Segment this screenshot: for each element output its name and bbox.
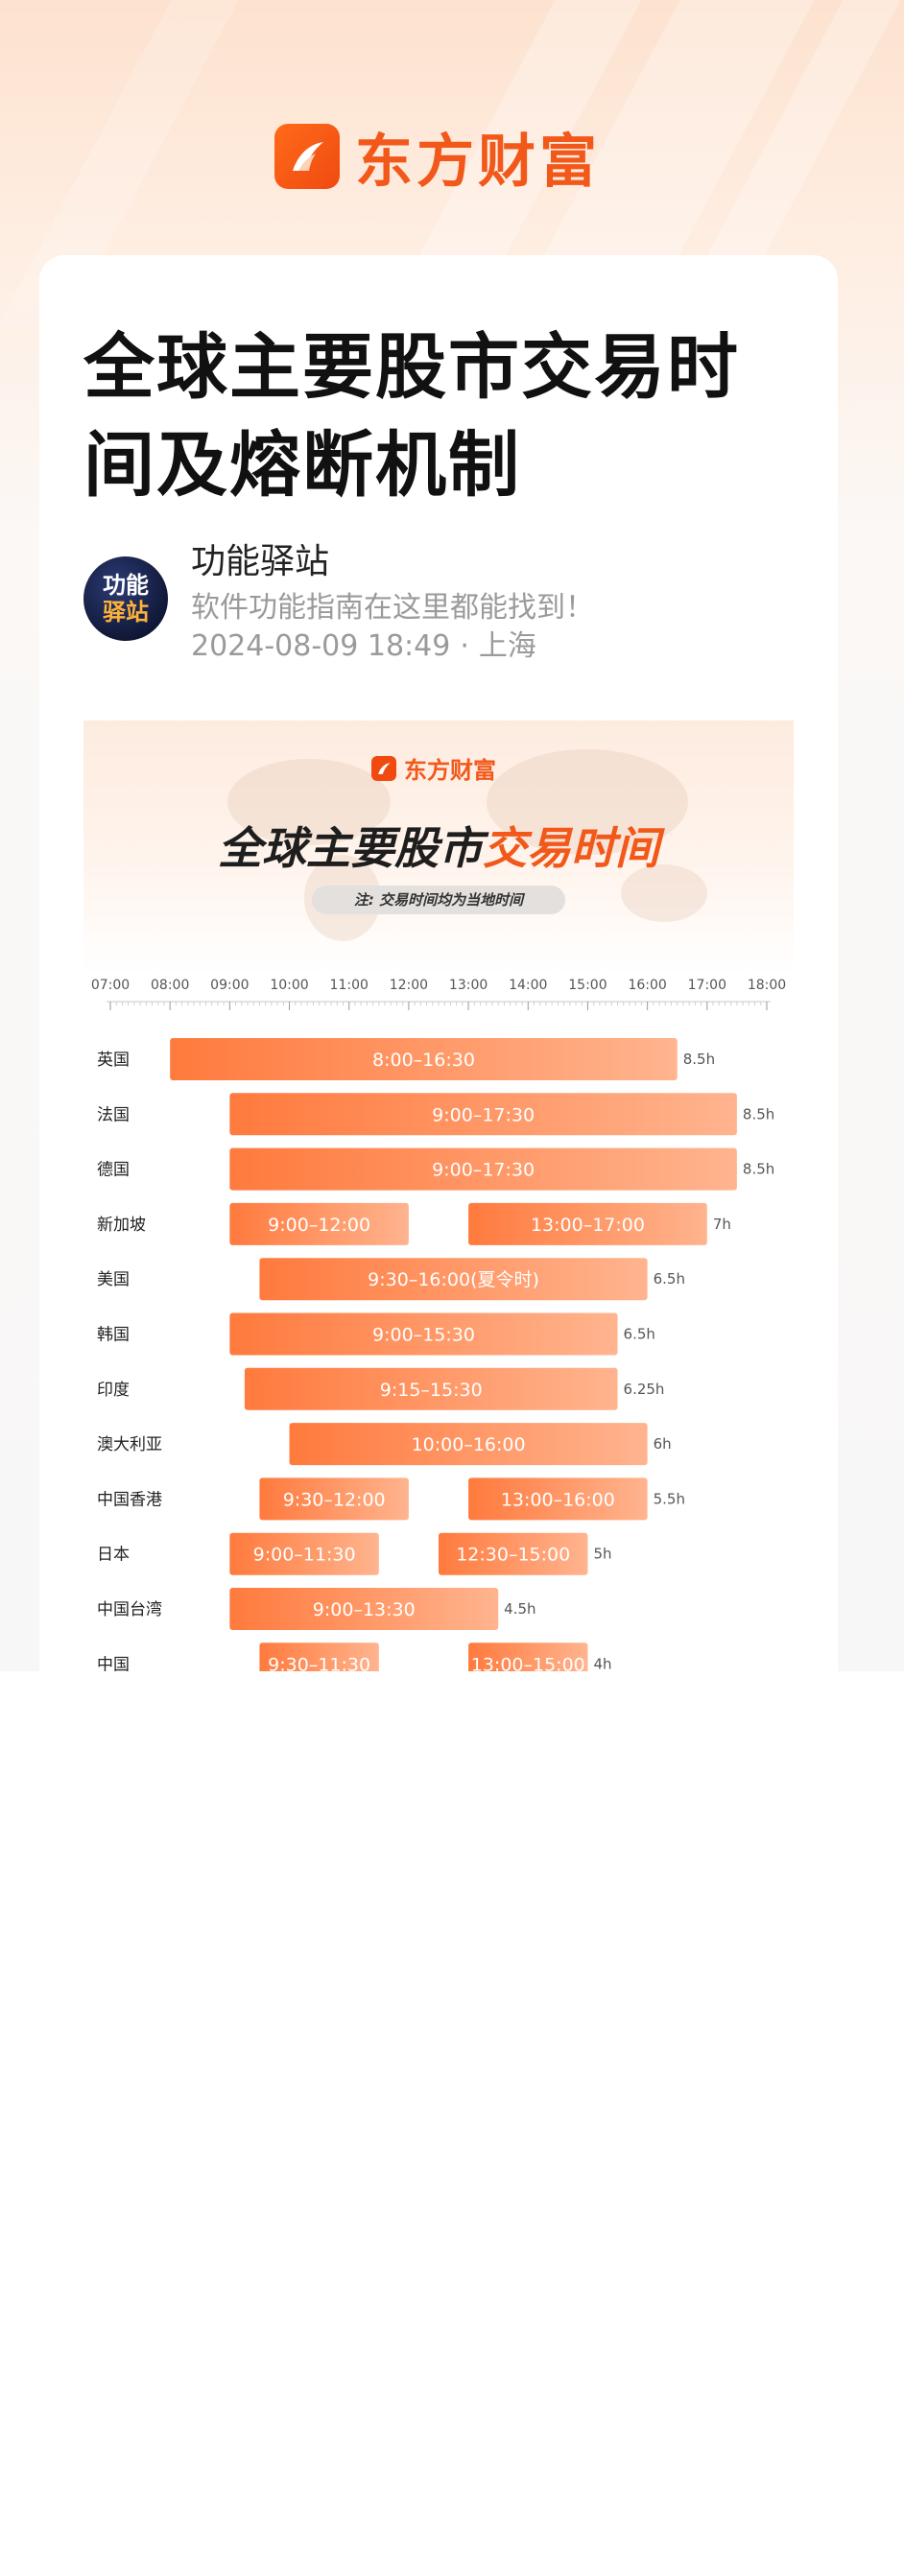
world-map-decor <box>487 749 688 855</box>
session-bar <box>229 1147 737 1191</box>
session-label: 9:00–15:30 <box>372 1325 475 1346</box>
country-label: 中国 <box>97 1655 130 1671</box>
article-title-line2: 间及熔断机制 <box>83 424 521 507</box>
duration-label: 8.5h <box>683 1051 715 1068</box>
infographic-brand: 东方财富 <box>371 751 496 785</box>
session-bar <box>468 1477 648 1521</box>
avatar-text-line1: 功能 <box>103 572 149 599</box>
time-tick-label: 16:00 <box>628 978 666 993</box>
session-label: 9:00–17:30 <box>432 1160 535 1181</box>
session-label: 13:00–17:00 <box>531 1215 645 1236</box>
session-label: 9:30–12:00 <box>283 1489 386 1510</box>
time-tick-label: 12:00 <box>390 978 428 993</box>
country-label: 德国 <box>97 1161 130 1180</box>
infographic-brand-name: 东方财富 <box>404 757 496 784</box>
meta-separator: · <box>460 629 469 663</box>
infographic-note: 注: 交易时间均为当地时间 <box>312 886 565 914</box>
duration-label: 4.5h <box>504 1600 535 1618</box>
session-label: 13:00–16:00 <box>501 1489 615 1510</box>
article-title-line1: 全球主要股市交易时 <box>83 326 740 409</box>
duration-label: 5.5h <box>654 1490 685 1507</box>
duration-label: 8.5h <box>743 1105 774 1123</box>
session-bar <box>468 1642 588 1671</box>
time-tick-label: 15:00 <box>568 978 607 993</box>
duration-label: 8.5h <box>743 1161 774 1178</box>
time-tick-label: 14:00 <box>509 978 547 993</box>
session-bar <box>229 1588 499 1630</box>
session-bar <box>259 1642 379 1671</box>
session-label: 9:15–15:30 <box>380 1380 483 1401</box>
country-label: 新加坡 <box>97 1216 146 1235</box>
country-label: 日本 <box>97 1546 130 1565</box>
session-bar <box>229 1312 618 1356</box>
author-avatar[interactable]: 功能 驿站 <box>83 556 168 641</box>
duration-label: 4h <box>593 1655 611 1671</box>
infographic-title-part2: 交易时间 <box>483 822 659 874</box>
duration-label: 6.25h <box>624 1381 665 1398</box>
article-card: 全球主要股市交易时 间及熔断机制 功能 驿站 功能驿站 软件功能指南在这里都能找… <box>39 255 838 1671</box>
author-name[interactable]: 功能驿站 <box>191 542 330 581</box>
trading-hours-infographic[interactable]: 东方财富 全球主要股市交易时间 注: 交易时间均为当地时间 07:00 08:00… <box>83 721 794 1671</box>
session-label: 12:30–15:00 <box>456 1545 570 1566</box>
duration-label: 6.5h <box>624 1326 655 1343</box>
time-tick-label: 08:00 <box>151 978 189 993</box>
country-label: 韩国 <box>97 1326 130 1345</box>
infographic-title: 全球主要股市交易时间 <box>83 814 794 877</box>
session-bar <box>468 1202 707 1245</box>
time-tick-label: 11:00 <box>330 978 369 993</box>
time-tick-label: 07:00 <box>91 978 130 993</box>
session-bar <box>229 1093 737 1136</box>
session-bar <box>229 1532 379 1575</box>
author-description: 软件功能指南在这里都能找到！ <box>191 591 594 625</box>
article-meta: 2024-08-09 18:49 · 上海 <box>191 622 536 664</box>
country-label: 中国香港 <box>97 1490 162 1509</box>
trading-hours-chart: 07:00 08:00 09:00 10:00 11:00 12:00 13:00 14:00… <box>91 978 786 1671</box>
avatar-text-line2: 驿站 <box>103 599 149 626</box>
brand-name: 东方财富 <box>355 128 601 196</box>
session-label: 9:00–13:30 <box>313 1599 416 1620</box>
session-label: 10:00–16:00 <box>412 1434 526 1455</box>
session-bar <box>170 1038 678 1080</box>
country-label: 印度 <box>97 1381 130 1400</box>
eastmoney-logo-icon <box>274 124 340 189</box>
duration-label: 6h <box>654 1435 672 1453</box>
session-bar <box>229 1202 409 1245</box>
session-bar <box>289 1423 648 1466</box>
time-tick-label: 18:00 <box>748 978 786 993</box>
brand-header: 东方财富 <box>274 123 630 196</box>
country-label: 澳大利亚 <box>97 1435 162 1454</box>
country-label: 法国 <box>97 1105 130 1124</box>
article-title: 全球主要股市交易时 间及熔断机制 <box>83 319 813 514</box>
time-tick-label: 17:00 <box>688 978 726 993</box>
session-label: 9:00–11:30 <box>253 1545 356 1566</box>
duration-label: 7h <box>713 1216 731 1233</box>
country-label: 英国 <box>97 1051 130 1070</box>
eastmoney-logo-icon <box>371 755 396 781</box>
session-label: 9:00–17:30 <box>432 1104 535 1125</box>
duration-label: 6.5h <box>654 1270 685 1288</box>
session-label: 9:30–16:00(夏令时) <box>368 1269 539 1290</box>
publish-date: 2024-08-09 18:49 <box>191 629 451 663</box>
time-tick-label: 13:00 <box>449 978 488 993</box>
session-label: 9:00–12:00 <box>268 1215 370 1236</box>
session-label: 8:00–16:30 <box>372 1050 475 1071</box>
session-bar <box>439 1532 588 1575</box>
time-tick-label: 10:00 <box>270 978 308 993</box>
country-label: 中国台湾 <box>97 1600 162 1619</box>
session-label: 13:00–15:00 <box>471 1654 585 1671</box>
publish-location: 上海 <box>478 629 536 663</box>
session-bar <box>259 1477 409 1521</box>
session-bar <box>259 1258 648 1301</box>
world-map-decor <box>621 864 707 922</box>
duration-label: 5h <box>593 1546 611 1563</box>
world-map-decor <box>227 759 391 845</box>
session-label: 9:30–11:30 <box>268 1654 370 1671</box>
infographic-title-part1: 全球主要股市 <box>218 822 483 874</box>
country-label: 美国 <box>97 1270 130 1289</box>
session-bar <box>244 1367 618 1410</box>
time-tick-label: 09:00 <box>210 978 249 993</box>
